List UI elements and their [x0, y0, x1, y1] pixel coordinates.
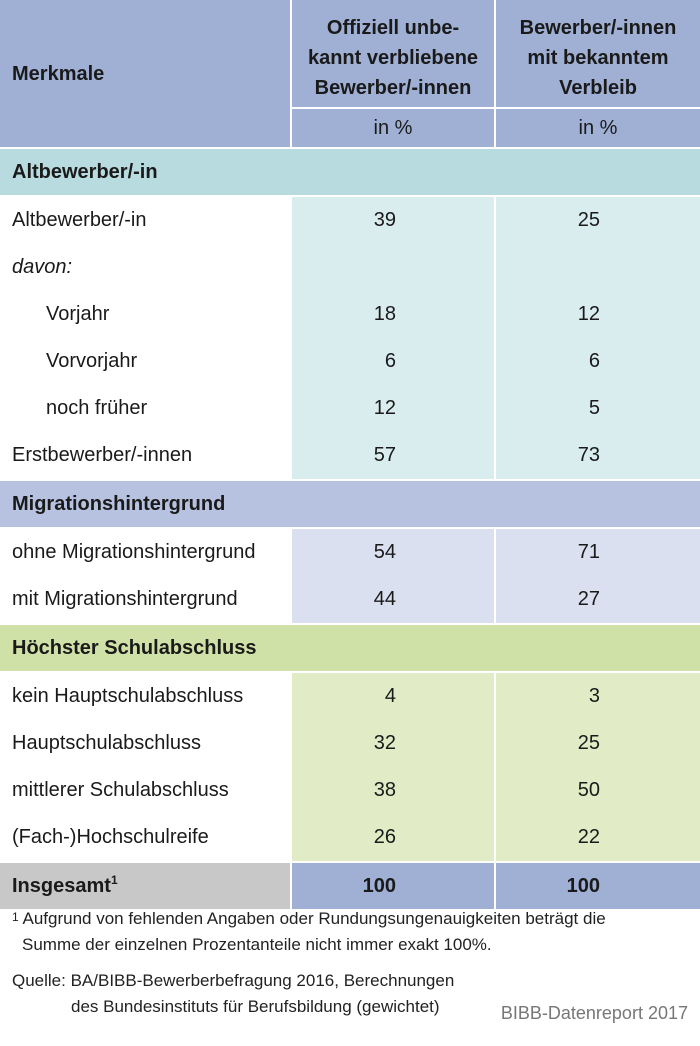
unit-col2: in %: [291, 107, 496, 148]
header-unknown-applicants: Offiziell unbe- kannt verbliebene Bewerb…: [291, 0, 496, 108]
header-col3-line3: Verbleib: [559, 77, 637, 99]
footnote: 1 Aufgrund von fehlenden Angaben oder Ru…: [12, 906, 692, 958]
table-row: davon:: [0, 244, 700, 291]
section-header-schulabschluss: Höchster Schulabschluss: [0, 623, 700, 673]
unit-col3: in %: [495, 107, 700, 148]
data-table: Merkmale Offiziell unbe- kannt verbliebe…: [0, 0, 700, 909]
header-merkmale: Merkmale: [0, 0, 292, 148]
table-row: mit Migrationshintergrund 44 27: [0, 576, 700, 624]
table-row: Vorjahr 18 12: [0, 291, 700, 338]
header-col2-line3: Bewerber/-innen: [314, 77, 472, 99]
header-col3-line2: mit bekanntem: [527, 47, 669, 69]
section-header-migration: Migrationshintergrund: [0, 479, 700, 529]
header-col2-line1: Offiziell unbe-: [326, 17, 460, 39]
table-row: Vorvorjahr 6 6: [0, 338, 700, 385]
unit-row: in % in %: [0, 107, 700, 148]
total-row: Insgesamt1 100 100: [0, 861, 700, 909]
header-known-applicants: Bewerber/-innen mit bekanntem Verbleib: [495, 0, 700, 108]
total-label: Insgesamt1: [0, 861, 291, 909]
header-col2-line2: kannt verbliebene: [307, 47, 479, 69]
table-row: ohne Migrationshintergrund 54 71: [0, 528, 700, 576]
total-footnote-marker: 1: [110, 872, 118, 887]
header-row: Merkmale Offiziell unbe- kannt verbliebe…: [0, 0, 700, 148]
footnote-marker: 1: [12, 910, 19, 924]
source-note: Quelle: BA/BIBB-Bewerberbefragung 2016, …: [12, 968, 482, 1020]
total-value-known: 100: [494, 861, 700, 909]
table-row: kein Hauptschulabschluss 4 3: [0, 672, 700, 720]
table-row: (Fach-)Hochschulreife 26 22: [0, 814, 700, 862]
footnote-line1: Aufgrund von fehlenden Angaben oder Rund…: [22, 909, 606, 928]
total-value-unknown: 100: [290, 861, 495, 909]
header-col3-line1: Bewerber/-innen: [519, 17, 677, 39]
table-row: mittlerer Schulabschluss 38 50: [0, 767, 700, 814]
table-row: Hauptschulabschluss 32 25: [0, 720, 700, 767]
source-line2: des Bundesinstituts für Berufsbildung (g…: [71, 997, 440, 1016]
report-credit: BIBB-Datenreport 2017: [500, 1003, 688, 1023]
section-header-altbewerber: Altbewerber/-in: [0, 147, 700, 197]
table-row: Altbewerber/-in 39 25: [0, 196, 700, 244]
table-row: Erstbewerber/-innen 57 73: [0, 432, 700, 480]
footnote-line2: Summe der einzelnen Prozentanteile nicht…: [22, 935, 492, 954]
source-line1: Quelle: BA/BIBB-Bewerberbefragung 2016, …: [12, 971, 455, 990]
table-row: noch früher 12 5: [0, 385, 700, 432]
